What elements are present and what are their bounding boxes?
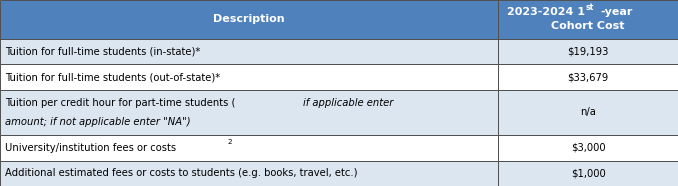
- Bar: [498, 0, 678, 39]
- Text: st: st: [585, 3, 594, 12]
- Bar: [498, 39, 678, 64]
- Text: $3,000: $3,000: [571, 143, 605, 153]
- Text: $1,000: $1,000: [571, 168, 605, 178]
- Text: Description: Description: [214, 14, 285, 24]
- Text: University/institution fees or costs: University/institution fees or costs: [5, 143, 176, 153]
- Bar: [0, 135, 498, 161]
- Text: Tuition for full-time students (in-state)*: Tuition for full-time students (in-state…: [5, 46, 201, 57]
- Bar: [0, 161, 498, 186]
- Text: $33,679: $33,679: [567, 72, 609, 82]
- Bar: [0, 0, 498, 39]
- Text: n/a: n/a: [580, 107, 596, 117]
- Text: 2: 2: [228, 139, 232, 145]
- Bar: [0, 64, 498, 90]
- Bar: [498, 64, 678, 90]
- Text: Cohort Cost: Cohort Cost: [551, 21, 625, 31]
- Text: if applicable enter: if applicable enter: [302, 98, 393, 108]
- Text: -year: -year: [600, 7, 633, 17]
- Bar: [0, 39, 498, 64]
- Text: $19,193: $19,193: [567, 46, 609, 57]
- Bar: [498, 90, 678, 135]
- Bar: [0, 90, 498, 135]
- Text: 2023-2024 1: 2023-2024 1: [506, 7, 584, 17]
- Text: amount; if not applicable enter "NA"): amount; if not applicable enter "NA"): [5, 117, 191, 127]
- Text: Tuition per credit hour for part-time students (: Tuition per credit hour for part-time st…: [5, 98, 236, 108]
- Bar: [498, 135, 678, 161]
- Text: Tuition for full-time students (out-of-state)*: Tuition for full-time students (out-of-s…: [5, 72, 220, 82]
- Bar: [498, 161, 678, 186]
- Text: Additional estimated fees or costs to students (e.g. books, travel, etc.): Additional estimated fees or costs to st…: [5, 168, 358, 178]
